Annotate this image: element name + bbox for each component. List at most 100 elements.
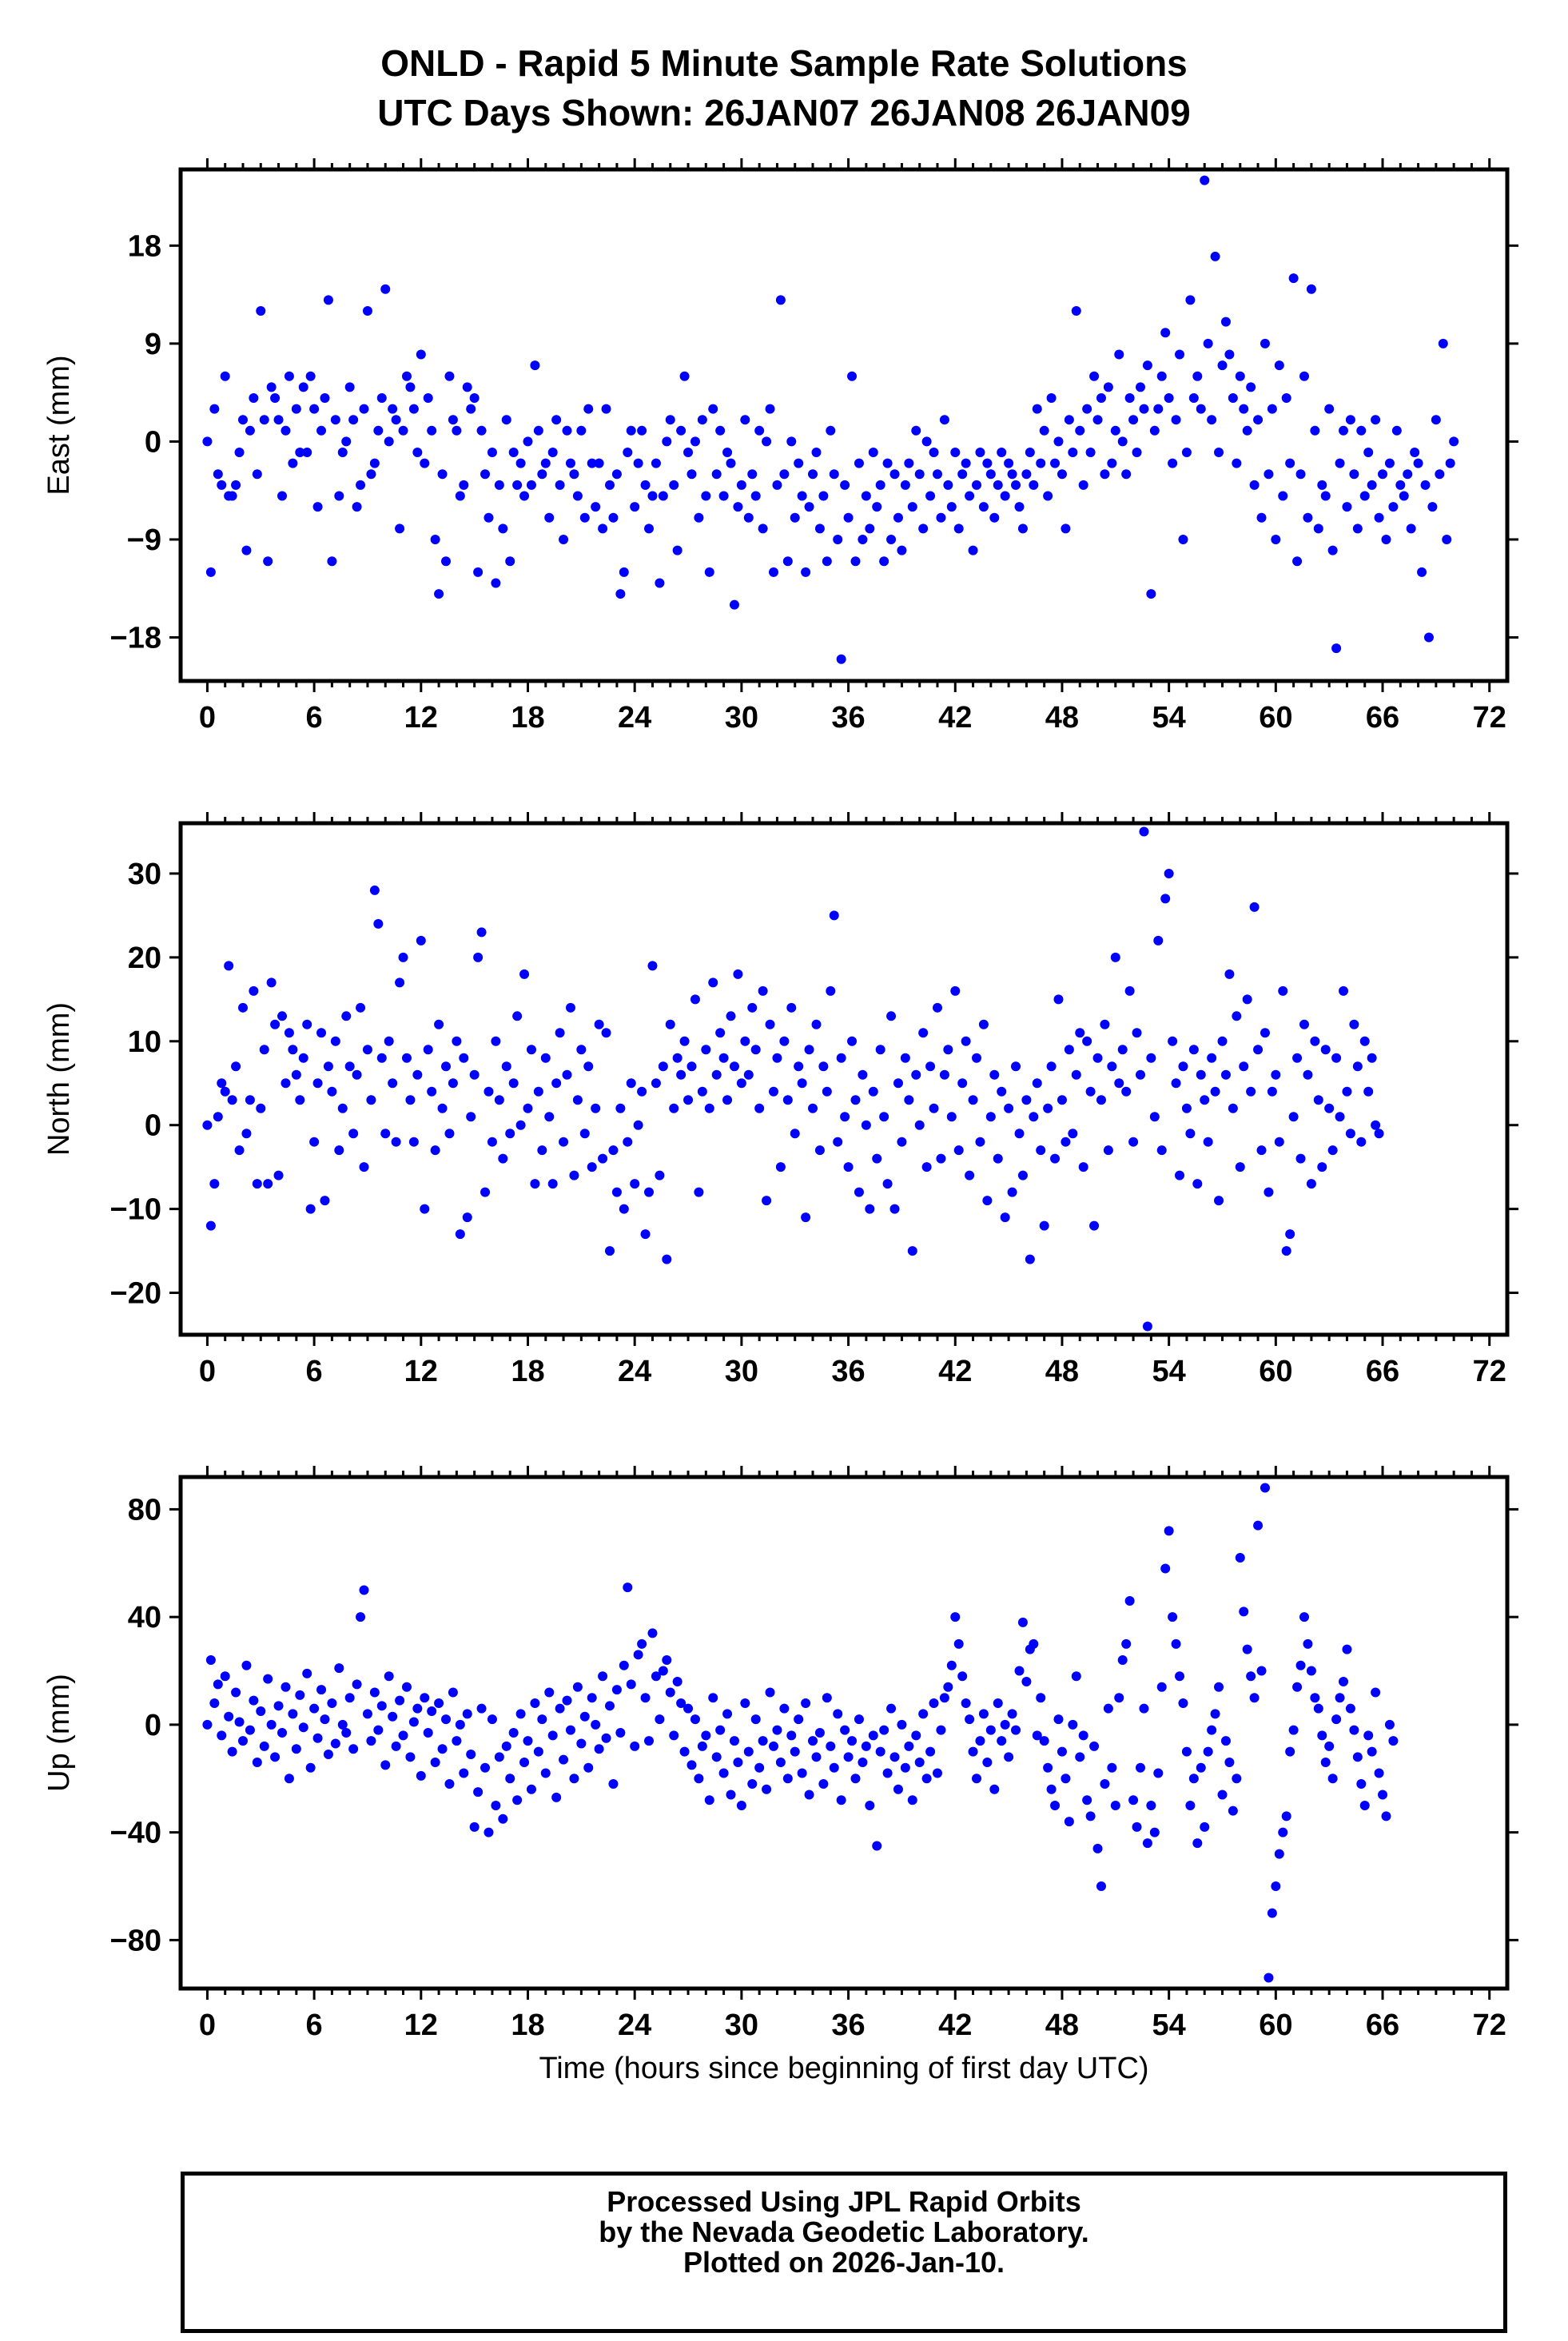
data-point — [1036, 1693, 1046, 1703]
data-point — [416, 349, 426, 360]
data-point — [1082, 1795, 1092, 1806]
data-point — [1374, 1129, 1384, 1139]
data-point — [1188, 392, 1199, 403]
data-point — [587, 1693, 597, 1703]
data-point — [401, 371, 412, 381]
data-point — [384, 1036, 394, 1046]
data-point — [288, 1709, 298, 1719]
data-point — [904, 458, 914, 468]
data-point — [316, 425, 327, 436]
data-point — [889, 1204, 900, 1214]
data-point — [697, 1741, 707, 1751]
data-point — [476, 927, 487, 938]
data-point — [718, 1053, 729, 1063]
data-point — [562, 1695, 572, 1706]
data-point — [686, 1760, 697, 1770]
data-point — [376, 392, 387, 403]
x-tick-label: 36 — [831, 1355, 865, 1388]
data-point — [1078, 1730, 1088, 1741]
data-point — [579, 1129, 590, 1139]
data-point — [430, 1145, 440, 1156]
data-point — [786, 1730, 797, 1741]
data-point — [690, 1714, 700, 1725]
data-point — [1335, 1112, 1345, 1122]
data-point — [640, 1229, 651, 1240]
data-point — [498, 1813, 508, 1824]
data-point — [1359, 1036, 1370, 1046]
data-point — [334, 1145, 344, 1156]
data-point — [740, 1036, 750, 1046]
data-point — [1381, 534, 1391, 544]
data-point — [1100, 1779, 1110, 1789]
data-point — [1092, 415, 1103, 425]
data-point — [1107, 1762, 1117, 1773]
data-point — [1352, 1752, 1363, 1762]
data-point — [569, 1170, 579, 1180]
data-point — [889, 1752, 900, 1762]
data-point — [907, 502, 917, 512]
data-point — [237, 415, 248, 425]
data-point — [694, 512, 704, 523]
data-point — [972, 480, 981, 490]
data-point — [1061, 1137, 1071, 1147]
data-point — [975, 448, 985, 458]
data-point — [811, 1019, 822, 1029]
data-point — [598, 1153, 608, 1164]
data-point — [1021, 469, 1032, 480]
footer-line1: Processed Using JPL Rapid Orbits — [607, 2185, 1081, 2218]
data-point — [726, 458, 736, 468]
data-point — [989, 512, 1000, 523]
data-point — [743, 1069, 754, 1080]
data-point — [872, 1841, 882, 1851]
data-point — [1017, 524, 1028, 534]
data-point — [231, 480, 241, 490]
data-point — [1253, 1520, 1264, 1531]
data-point — [840, 1112, 850, 1122]
data-point — [1050, 1800, 1061, 1810]
data-point — [327, 556, 337, 567]
data-point — [1356, 425, 1367, 436]
data-point — [1139, 1703, 1149, 1714]
data-point — [1149, 1112, 1160, 1122]
data-point — [1110, 1800, 1120, 1810]
data-point — [814, 1145, 825, 1156]
data-point — [1285, 458, 1295, 468]
data-point — [997, 1086, 1007, 1097]
data-point — [373, 1725, 384, 1735]
data-point — [423, 1728, 433, 1738]
data-point — [252, 469, 262, 480]
data-point — [459, 480, 469, 490]
data-point — [797, 491, 807, 501]
data-point — [1232, 1774, 1242, 1784]
data-point — [352, 1679, 362, 1690]
series-points — [202, 826, 1384, 1332]
data-point — [1178, 534, 1188, 544]
data-point — [284, 1028, 294, 1038]
data-point — [1220, 1069, 1231, 1080]
data-point — [733, 1758, 743, 1768]
data-point — [512, 480, 523, 490]
data-point — [644, 524, 655, 534]
x-tick-label: 0 — [199, 701, 216, 735]
data-point — [224, 961, 234, 971]
data-point — [665, 415, 675, 425]
data-point — [202, 436, 213, 447]
data-point — [1142, 360, 1152, 371]
data-point — [900, 1762, 910, 1773]
data-point — [444, 1779, 455, 1789]
data-point — [953, 1145, 964, 1156]
data-point — [762, 1784, 772, 1794]
data-point — [320, 1714, 330, 1725]
data-point — [651, 1078, 661, 1089]
data-point — [1264, 1187, 1274, 1197]
data-point — [1017, 1617, 1028, 1627]
data-point — [1249, 1693, 1260, 1703]
data-point — [459, 1768, 469, 1778]
data-point — [1039, 1220, 1049, 1231]
data-point — [1114, 349, 1124, 360]
data-point — [1032, 1730, 1042, 1741]
data-point — [384, 436, 394, 447]
data-point — [690, 436, 700, 447]
data-point — [921, 1774, 932, 1784]
data-point — [818, 491, 829, 501]
